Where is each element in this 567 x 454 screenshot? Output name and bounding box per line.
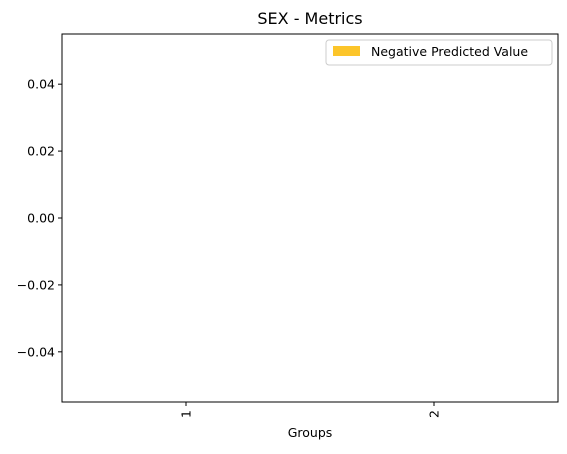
y-tick-label: 0.04 [27,77,55,92]
y-axis: 0.04 0.02 0.00 −0.02 −0.04 [17,77,62,359]
legend: Negative Predicted Value [325,39,553,66]
x-axis-label: Groups [288,425,333,440]
y-tick-label: 0.00 [27,211,55,226]
axes-frame [61,33,559,403]
x-tick-label: 1 [179,410,194,418]
x-tick-label: 2 [427,410,442,418]
legend-box [325,39,553,66]
y-tick-label: −0.04 [17,344,55,359]
legend-swatch [333,46,360,56]
legend-label: Negative Predicted Value [371,44,528,59]
y-tick-label: 0.02 [27,144,55,159]
y-tick-label: −0.02 [17,277,55,292]
chart-title: SEX - Metrics [257,9,362,28]
